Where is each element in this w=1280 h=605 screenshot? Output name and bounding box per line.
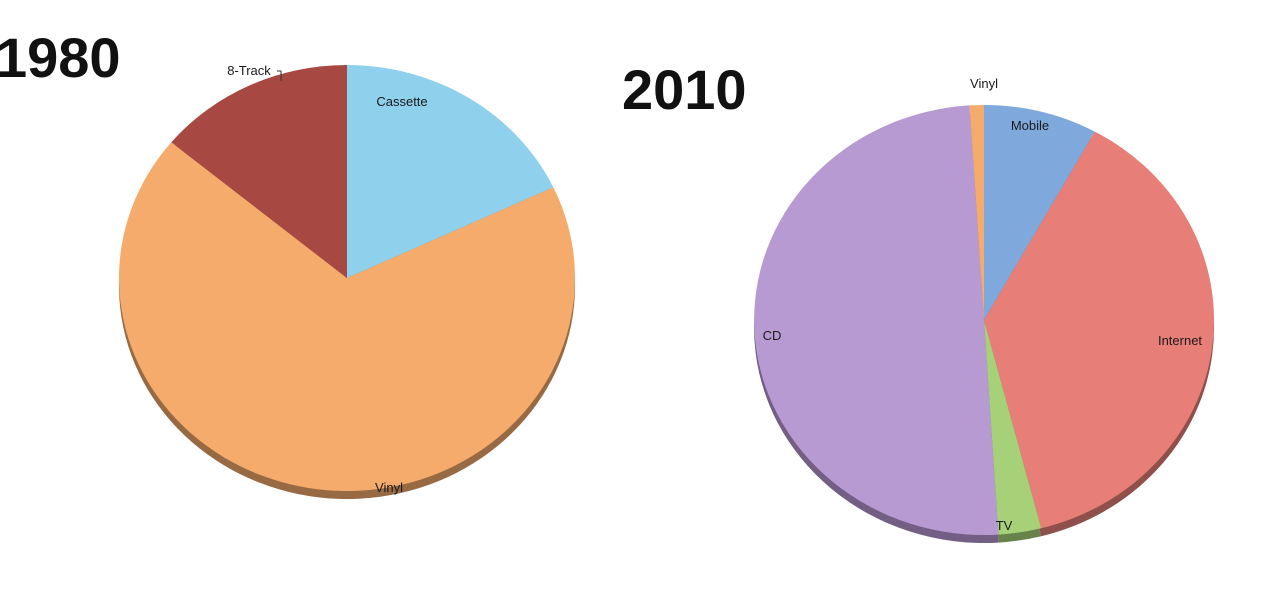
pie-slice-vinyl (119, 142, 576, 491)
label-leader-line (277, 70, 282, 81)
pie-slice-tv (984, 320, 1042, 535)
pie-2010: Mobile Internet TV CD Vinyl (754, 76, 1214, 543)
pie-1980: Cassette Vinyl 8-Track (119, 63, 576, 499)
slice-label: CD (763, 328, 782, 343)
chart-title-2010: 2010 (622, 58, 747, 121)
pie-slice-cassette (347, 65, 554, 278)
pie-slice-8-track (171, 65, 347, 278)
slice-label: 8-Track (227, 63, 271, 78)
pie-slice-vinyl (969, 105, 984, 320)
slice-label: TV (996, 518, 1013, 533)
pie-slice-mobile (984, 105, 1095, 320)
slice-label: Internet (1158, 333, 1202, 348)
pie-slice-internet (984, 131, 1214, 529)
pie-slice-cd (754, 105, 999, 535)
chart-title-1980: 1980 (0, 26, 121, 89)
slice-label: Vinyl (970, 76, 998, 91)
slice-label: Vinyl (375, 480, 403, 495)
slice-label: Cassette (376, 94, 427, 109)
slice-label: Mobile (1011, 118, 1049, 133)
